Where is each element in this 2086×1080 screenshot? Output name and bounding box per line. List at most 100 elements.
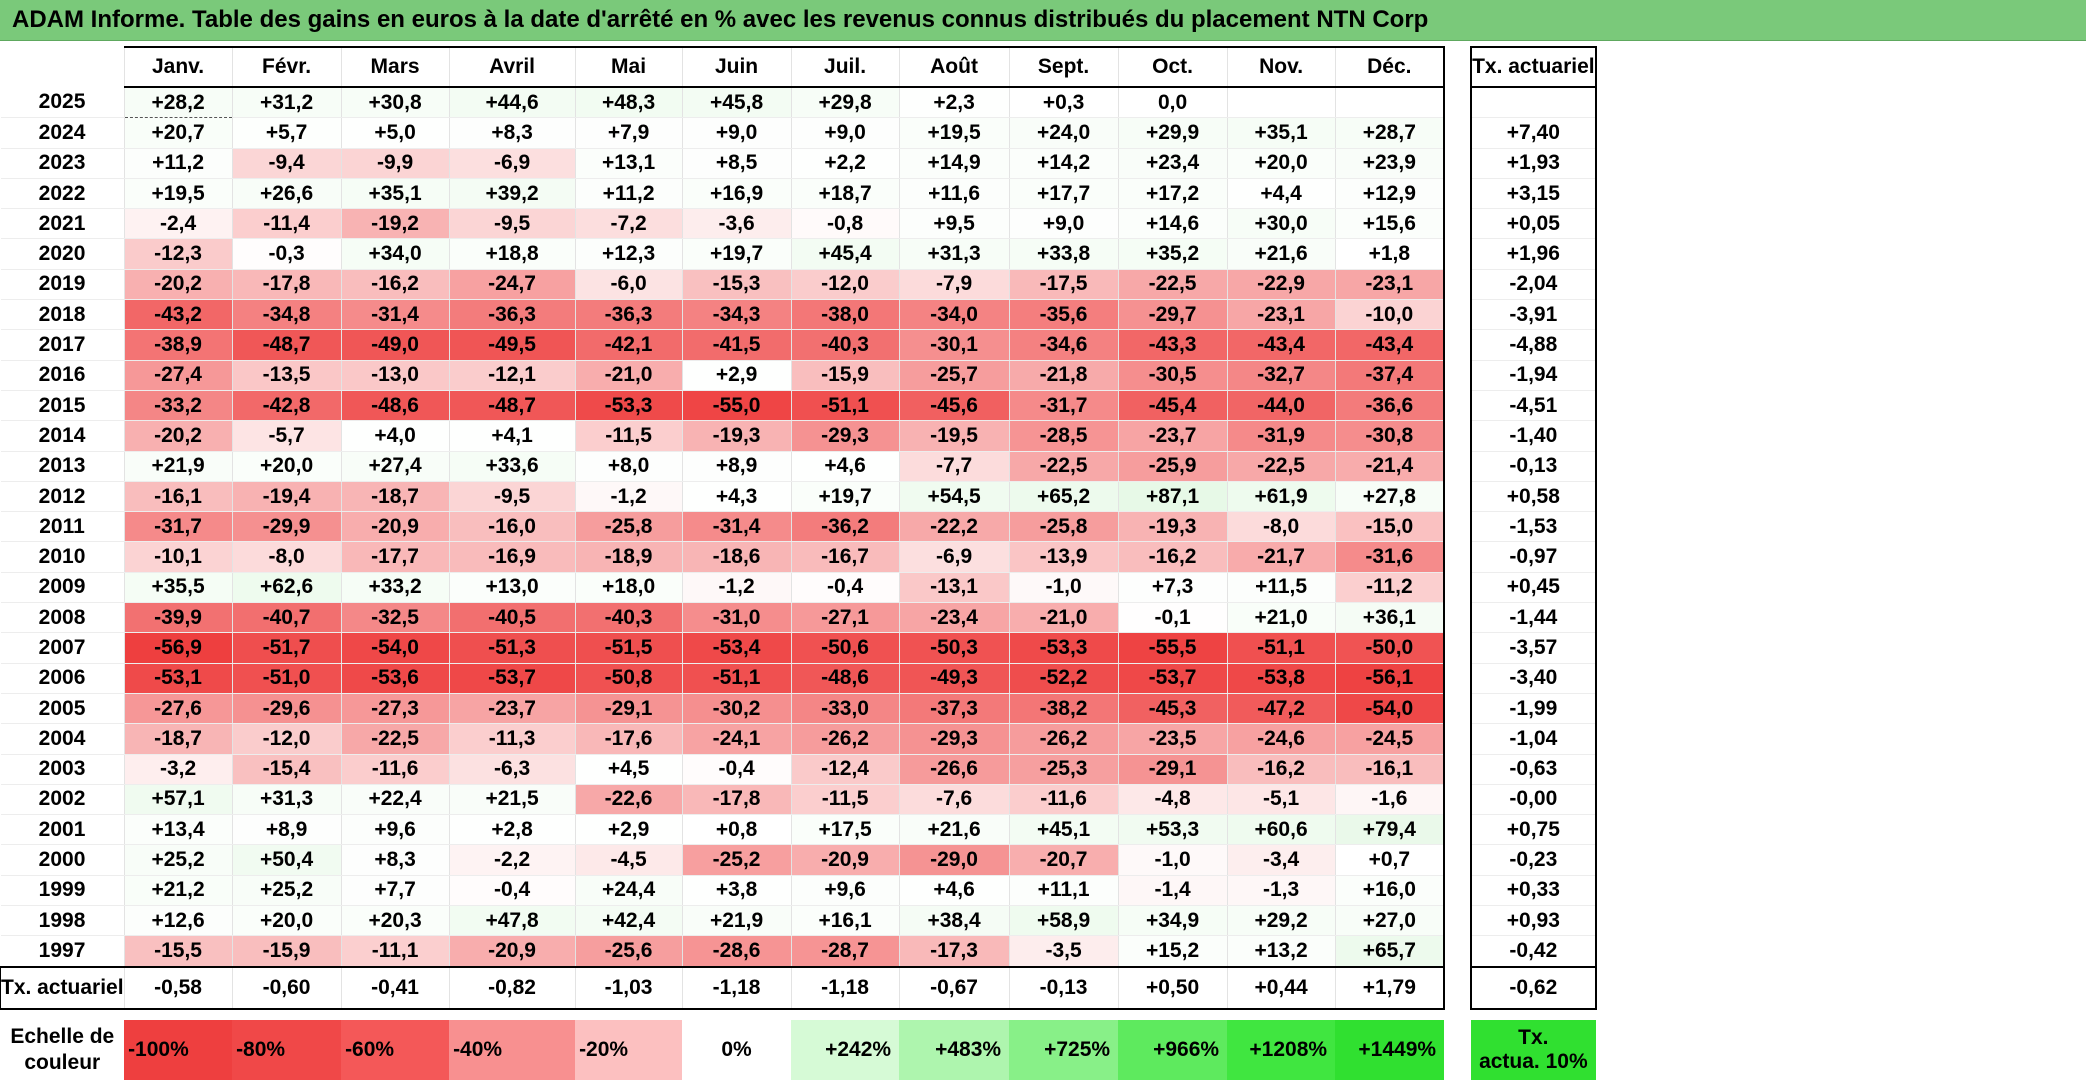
value-cell: -11,1: [340, 935, 450, 968]
rate-cell: +1,96: [1470, 238, 1597, 270]
value-cell: -43,4: [1226, 329, 1336, 361]
rate-cell: [1470, 86, 1597, 119]
rate-cell: -1,44: [1470, 602, 1597, 634]
value-cell: -11,6: [340, 754, 450, 785]
value-cell: -0,4: [681, 754, 792, 785]
rate-cell: +0,05: [1470, 208, 1597, 240]
value-cell: -3,2: [123, 754, 233, 785]
value-cell: +4,3: [681, 481, 792, 513]
value-cell: -5,7: [231, 420, 342, 452]
value-cell: +42,4: [574, 905, 683, 937]
value-cell: -56,9: [123, 632, 233, 664]
gap-cell: [1444, 421, 1471, 451]
value-cell: +29,8: [790, 86, 900, 119]
value-cell: -38,0: [790, 299, 900, 331]
value-cell: +21,9: [123, 451, 233, 482]
value-cell: -53,8: [1226, 663, 1336, 694]
value-cell: -28,7: [790, 935, 900, 968]
value-cell: +20,0: [231, 451, 342, 482]
value-cell: -16,2: [340, 269, 450, 301]
rate-cell: -1,94: [1470, 360, 1597, 391]
table-row: 1997 -15,5 -15,9 -11,1 -20,9 -25,6 -28,6 -28,7-…: [0, 935, 1597, 968]
value-cell: +18,7: [790, 178, 900, 210]
value-cell: -21,4: [1334, 451, 1446, 482]
tx-value-cell: -1,18: [790, 965, 900, 1010]
value-cell: -19,3: [1117, 511, 1228, 543]
gains-table: Janv. Févr. Mars Avril Mai Juin Juil. Août Sept.…: [0, 46, 1597, 1080]
value-cell: -10,0: [1334, 299, 1446, 331]
value-cell: -27,1: [790, 602, 900, 634]
scale-tx-line-1: Tx.: [1518, 1025, 1549, 1049]
value-cell: -45,4: [1117, 390, 1228, 422]
value-cell: -16,1: [1334, 754, 1446, 785]
tx-value-cell: -0,60: [231, 965, 342, 1010]
value-cell: -50,0: [1334, 632, 1446, 664]
value-cell: -29,7: [1117, 299, 1228, 331]
value-cell: +20,7: [123, 117, 233, 149]
value-cell: -3,6: [681, 208, 792, 240]
value-cell: -0,4: [790, 572, 900, 604]
value-cell: +16,1: [790, 905, 900, 937]
rate-cell: -2,04: [1470, 269, 1597, 301]
scale-swatch: -40%: [449, 1019, 576, 1080]
value-cell: +31,3: [231, 784, 342, 816]
value-cell: +3,8: [681, 875, 792, 907]
value-cell: -39,9: [123, 602, 233, 634]
value-cell: -25,7: [898, 360, 1010, 391]
header-row: Janv. Févr. Mars Avril Mai Juin Juil. Août Sept.…: [1, 46, 1597, 87]
gap-cell: [1444, 481, 1471, 511]
value-cell: -12,0: [231, 723, 342, 755]
month-header-12: Déc.: [1334, 46, 1446, 87]
value-cell: +18,0: [574, 572, 683, 604]
value-cell: -25,9: [1117, 451, 1228, 482]
scale-swatch: +242%: [791, 1019, 900, 1080]
value-cell: -45,3: [1117, 693, 1228, 725]
value-cell: +48,3: [574, 86, 683, 119]
rate-cell: -4,88: [1470, 329, 1597, 361]
value-cell: -24,7: [448, 269, 576, 301]
value-cell: -29,3: [790, 420, 900, 452]
tx-row-label: Tx. actuariel: [0, 965, 125, 1010]
value-cell: -12,3: [123, 238, 233, 270]
rate-cell: -3,57: [1470, 632, 1597, 664]
value-cell: -15,9: [790, 360, 900, 391]
value-cell: -43,2: [123, 299, 233, 331]
table-row: 1999 +21,2 +25,2 +7,7 -0,4 +24,4 +3,8 +9,6 +4,6 +…: [0, 875, 1597, 907]
value-cell: +21,9: [681, 905, 792, 937]
gap-cell: [1444, 754, 1471, 784]
value-cell: +0,3: [1008, 86, 1119, 119]
value-cell: -23,4: [898, 602, 1010, 634]
value-cell: +9,0: [790, 117, 900, 149]
value-cell: +17,2: [1117, 178, 1228, 210]
value-cell: -47,2: [1226, 693, 1336, 725]
value-cell: +15,2: [1117, 935, 1228, 968]
value-cell: +31,2: [231, 86, 342, 119]
gap-cell: [1444, 693, 1471, 723]
gap-cell: [1444, 936, 1471, 967]
value-cell: -6,0: [574, 269, 683, 301]
value-cell: -20,9: [340, 511, 450, 543]
gap-cell: [1444, 724, 1471, 754]
value-cell: +5,0: [340, 117, 450, 149]
year-label: 2019: [0, 269, 125, 301]
value-cell: +33,2: [340, 572, 450, 604]
value-cell: -15,5: [123, 935, 233, 968]
value-cell: +23,9: [1334, 148, 1446, 179]
value-cell: -11,6: [1008, 784, 1119, 816]
value-cell: +62,6: [231, 572, 342, 604]
value-cell: -50,3: [898, 632, 1010, 664]
value-cell: +45,4: [790, 238, 900, 270]
value-cell: -23,7: [1117, 420, 1228, 452]
value-cell: -20,2: [123, 420, 233, 452]
value-cell: -2,4: [123, 208, 233, 240]
month-header-6: Juin: [681, 46, 792, 87]
tx-value-cell: -0,41: [340, 965, 450, 1010]
value-cell: -36,6: [1334, 390, 1446, 422]
value-cell: -11,4: [231, 208, 342, 240]
gap-cell: [1444, 967, 1471, 1009]
value-cell: -29,1: [574, 693, 683, 725]
gap-cell: [1444, 269, 1471, 299]
value-cell: -6,9: [448, 148, 576, 179]
value-cell: +13,0: [448, 572, 576, 604]
value-cell: -41,5: [681, 329, 792, 361]
